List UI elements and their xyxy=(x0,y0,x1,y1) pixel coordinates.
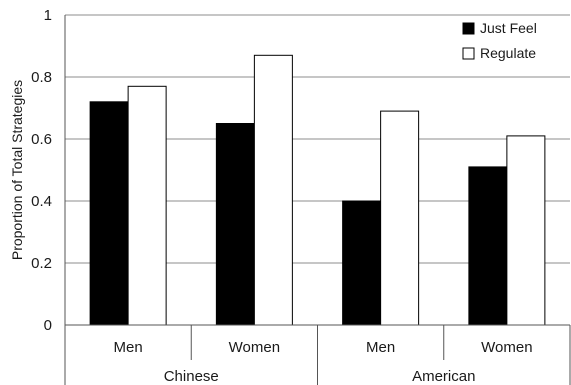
group-label: Chinese xyxy=(164,368,219,385)
y-tick-label: 0.6 xyxy=(31,131,52,148)
y-tick-label: 0.4 xyxy=(31,193,52,210)
y-tick-label: 0.2 xyxy=(31,255,52,272)
legend-swatch xyxy=(462,22,475,35)
group-label: American xyxy=(412,368,475,385)
bar-just-feel xyxy=(342,200,382,326)
y-tick-label: 0 xyxy=(44,317,52,334)
bar-regulate xyxy=(127,85,167,326)
y-tick-label: 0.8 xyxy=(31,69,52,86)
bar-regulate xyxy=(253,54,293,326)
bar-just-feel xyxy=(468,166,508,326)
bars xyxy=(89,54,546,326)
legend-label: Regulate xyxy=(480,45,536,61)
x-tick-label: Women xyxy=(481,339,532,356)
legend: Just Feel Regulate xyxy=(462,20,537,61)
x-tick-label: Women xyxy=(229,339,280,356)
y-axis-title: Proportion of Total Strategies xyxy=(9,80,25,260)
y-tick-label: 1 xyxy=(44,7,52,24)
x-tick-label: Men xyxy=(366,339,395,356)
bar-regulate xyxy=(506,135,546,326)
axes: 0 0.2 0.4 0.6 0.8 1 Men Women Men Women Chinese Ame… xyxy=(31,7,571,385)
x-tick-label: Men xyxy=(114,339,143,356)
bar-just-feel xyxy=(89,101,129,326)
bar-regulate xyxy=(380,110,420,326)
legend-label: Just Feel xyxy=(480,20,537,36)
legend-swatch xyxy=(462,47,475,60)
bar-just-feel xyxy=(215,123,255,326)
